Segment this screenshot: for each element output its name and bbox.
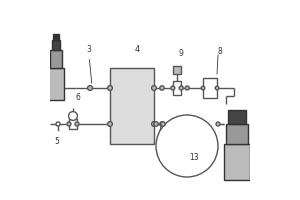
Circle shape <box>152 86 156 90</box>
Bar <box>52 40 60 50</box>
Text: 6: 6 <box>75 93 80 102</box>
Circle shape <box>215 86 219 90</box>
Bar <box>173 80 181 95</box>
Bar <box>226 124 248 144</box>
Text: 4: 4 <box>134 45 140 54</box>
Bar <box>173 66 181 74</box>
Bar <box>228 110 246 124</box>
Circle shape <box>56 122 60 126</box>
Text: 14: 14 <box>156 141 166 150</box>
Circle shape <box>216 122 220 126</box>
Text: 13: 13 <box>189 153 199 162</box>
Text: 3: 3 <box>86 45 92 83</box>
Circle shape <box>108 86 112 90</box>
Circle shape <box>152 122 156 126</box>
Circle shape <box>75 122 79 126</box>
Bar <box>69 119 76 129</box>
Circle shape <box>179 86 183 90</box>
Text: 5: 5 <box>54 137 59 146</box>
Circle shape <box>69 112 77 120</box>
Circle shape <box>160 86 164 90</box>
Circle shape <box>67 122 71 126</box>
Bar <box>224 144 250 180</box>
Circle shape <box>201 86 205 90</box>
Circle shape <box>185 86 189 90</box>
Circle shape <box>171 86 175 90</box>
Text: 8: 8 <box>218 47 223 56</box>
Bar <box>203 78 217 98</box>
Circle shape <box>161 122 165 126</box>
Bar <box>53 34 59 40</box>
Circle shape <box>88 86 92 90</box>
Circle shape <box>160 122 164 126</box>
Circle shape <box>156 115 218 177</box>
Text: 9: 9 <box>179 49 184 58</box>
Bar <box>50 50 62 68</box>
Circle shape <box>154 122 158 126</box>
Circle shape <box>108 122 112 126</box>
Bar <box>110 68 154 144</box>
Bar <box>48 68 64 100</box>
